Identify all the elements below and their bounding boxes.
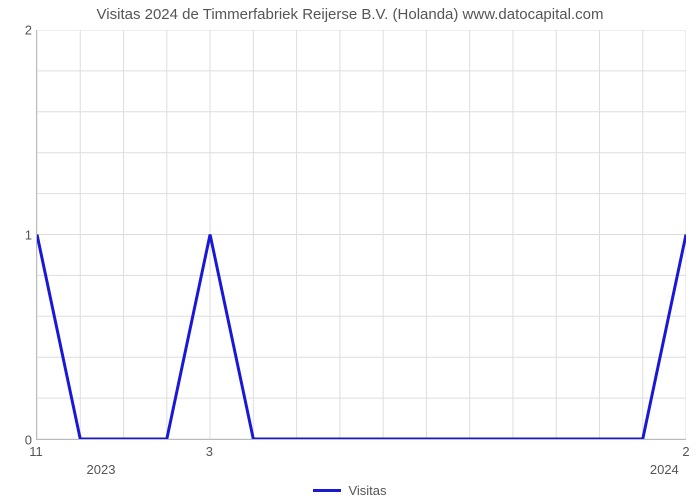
legend-swatch — [313, 489, 341, 492]
plot-area — [36, 30, 686, 440]
x-year-label: 2024 — [650, 462, 679, 477]
x-tick: 11 — [29, 444, 43, 459]
x-year-label: 2023 — [87, 462, 116, 477]
x-tick: 2 — [682, 444, 689, 459]
chart-title: Visitas 2024 de Timmerfabriek Reijerse B… — [0, 6, 700, 23]
visits-chart: Visitas 2024 de Timmerfabriek Reijerse B… — [0, 0, 700, 500]
y-tick: 1 — [12, 228, 32, 243]
chart-svg — [37, 30, 686, 439]
x-tick: 3 — [206, 444, 213, 459]
legend-item-visitas: Visitas — [313, 483, 386, 498]
legend-label: Visitas — [348, 483, 386, 498]
legend: Visitas — [0, 479, 700, 498]
y-tick: 2 — [12, 23, 32, 38]
